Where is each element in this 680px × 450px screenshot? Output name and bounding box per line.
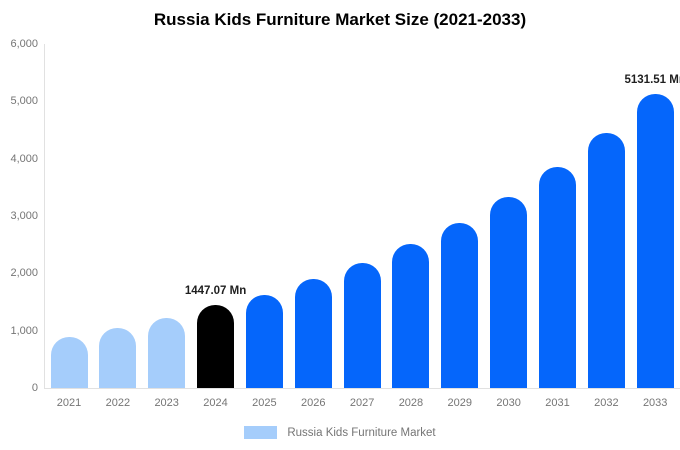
bar-2027 <box>343 263 381 388</box>
bar-2029 <box>441 223 479 388</box>
y-axis-tick-label: 4,000 <box>10 152 38 165</box>
bar-2022 <box>99 327 137 388</box>
x-axis-tick-label: 2030 <box>496 397 521 409</box>
x-axis-tick-label: 2033 <box>642 397 668 409</box>
y-axis-tick-label: 2,000 <box>10 267 38 280</box>
x-axis-tick-label: 2026 <box>301 397 326 409</box>
bar-2031 <box>539 167 576 388</box>
bar-2021 <box>50 336 88 388</box>
y-axis-tick-label: 5,000 <box>10 95 38 108</box>
x-axis-tick-label: 2022 <box>105 397 131 409</box>
x-axis-tick-label: 2028 <box>398 397 424 409</box>
legend-label: Russia Kids Furniture Market <box>287 426 436 439</box>
x-axis-tick-label: 2029 <box>447 397 473 409</box>
chart-title: Russia Kids Furniture Market Size (2021-… <box>153 10 527 29</box>
data-label-2033: 5131.51 Mn <box>624 73 680 86</box>
bar-2026 <box>294 279 332 388</box>
y-axis-tick-label: 1,000 <box>10 324 38 337</box>
legend-item[interactable]: Russia Kids Furniture Market <box>0 426 680 439</box>
bar-2023 <box>148 318 186 388</box>
y-axis-labels: 0 1,000 2,000 3,000 4,000 5,000 6,000 <box>0 0 38 450</box>
legend-swatch-icon <box>244 426 278 439</box>
bar-2025 <box>245 295 283 388</box>
x-axis-tick-label: 2031 <box>545 397 570 409</box>
y-axis-tick-label: 3,000 <box>10 210 38 222</box>
y-axis-tick-label: 6,000 <box>10 38 38 50</box>
y-axis-tick-label: 0 <box>31 382 38 394</box>
bar-2032 <box>587 132 625 388</box>
bar-2033 <box>636 93 674 388</box>
plot-area: 2021 2022 2023 2024 1447.07 Mn 2025 2026 2027 20… <box>44 44 680 409</box>
x-axis-tick-label: 2027 <box>349 397 375 409</box>
data-label-2024: 1447.07 Mn <box>184 285 247 298</box>
x-axis-tick-label: 2021 <box>56 397 82 409</box>
x-axis-tick-label: 2023 <box>154 397 179 409</box>
bar-2030 <box>490 196 528 388</box>
x-axis-tick-label: 2024 <box>203 397 228 409</box>
bar-2028 <box>392 243 430 388</box>
y-axis-line <box>44 44 45 389</box>
x-axis-tick-label: 2032 <box>594 397 619 409</box>
x-axis-tick-label: 2025 <box>252 397 277 409</box>
x-axis-line <box>44 388 680 389</box>
bar-2024 <box>197 305 235 388</box>
